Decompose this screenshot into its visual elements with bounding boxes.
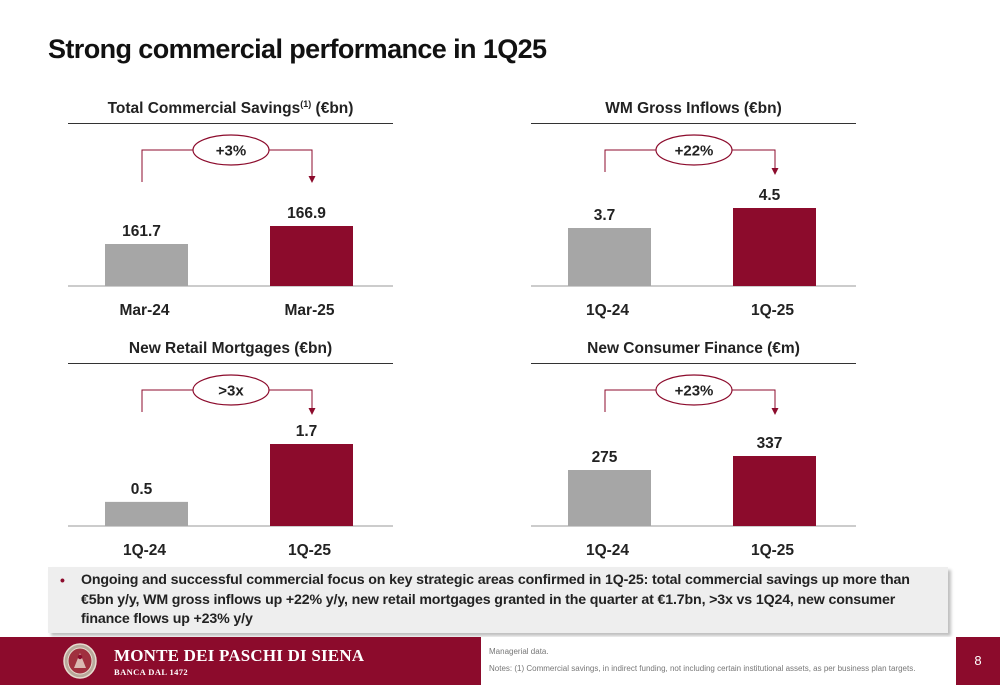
bar-mar-25 <box>270 226 353 286</box>
bullet-dot-icon: • <box>60 572 65 588</box>
chart-title-rule <box>68 363 393 364</box>
data-label: 166.9 <box>287 205 326 222</box>
chart-title-text: WM Gross Inflows (€bn) <box>605 100 782 117</box>
bank-founded: BANCA DAL 1472 <box>114 667 189 677</box>
change-arrow-icon <box>308 408 316 415</box>
chart-title-rule <box>531 123 856 124</box>
bar-1q-25 <box>733 208 816 286</box>
chart-title-text: New Retail Mortgages (€bn) <box>128 340 333 357</box>
tick-label: 1Q-25 <box>751 542 794 559</box>
chart-title-rule <box>68 123 393 124</box>
footer-logo-panel: MONTE DEI PASCHI DI SIENA BANCA DAL 1472 <box>52 637 481 685</box>
footer-note-source: Managerial data. <box>489 647 549 656</box>
change-arrow-icon <box>771 408 779 415</box>
tick-label: Mar-25 <box>285 302 335 319</box>
tick-label: 1Q-24 <box>123 542 166 559</box>
chart-title: New Consumer Finance (€m) <box>531 340 856 362</box>
change-arrow-icon <box>308 176 316 183</box>
footer-page-band: 8 <box>956 637 1000 685</box>
data-label: 161.7 <box>122 223 161 240</box>
chart-svg: 275 1Q-24 337 1Q-25 +23% <box>531 374 856 559</box>
footer-notes: Managerial data. Notes: (1) Commercial s… <box>489 637 949 685</box>
bar-1q-24 <box>568 470 651 526</box>
change-bubble <box>192 134 270 166</box>
change-label: +3% <box>216 143 246 160</box>
footer-left-band <box>0 637 52 685</box>
data-label: 0.5 <box>131 481 153 498</box>
chart-title-text: Total Commercial Savings <box>107 100 301 117</box>
chart-wm-gross-inflows: WM Gross Inflows (€bn) 3.7 1Q-24 4.5 1Q-25 +… <box>531 100 856 325</box>
tick-label: 1Q-25 <box>751 302 794 319</box>
change-arrow-icon <box>771 168 779 175</box>
bank-seal-icon <box>63 643 97 679</box>
chart-svg: 3.7 1Q-24 4.5 1Q-25 +22% <box>531 134 856 319</box>
chart-title-unit: (€bn) <box>311 100 354 117</box>
chart-title-rule <box>531 363 856 364</box>
chart-title: New Retail Mortgages (€bn) <box>68 340 393 362</box>
chart-svg: 0.5 1Q-24 1.7 1Q-25 >3x <box>68 374 393 559</box>
summary-box: • Ongoing and successful commercial focu… <box>48 567 948 633</box>
page-title: Strong commercial performance in 1Q25 <box>48 34 547 64</box>
data-label: 1.7 <box>296 423 318 440</box>
data-label: 275 <box>592 449 618 466</box>
chart-title-text: New Consumer Finance (€m) <box>587 340 800 357</box>
change-label: >3x <box>218 383 244 400</box>
change-bubble <box>192 374 270 406</box>
tick-label: 1Q-24 <box>586 542 629 559</box>
chart-new-retail-mortgages: New Retail Mortgages (€bn) 0.5 1Q-24 1.7 1Q… <box>68 340 393 565</box>
chart-title: WM Gross Inflows (€bn) <box>531 100 856 122</box>
change-label: +23% <box>675 383 714 400</box>
data-label: 337 <box>757 435 783 452</box>
chart-title: Total Commercial Savings(1) (€bn) <box>68 99 393 122</box>
bank-name: MONTE DEI PASCHI DI SIENA <box>114 646 365 665</box>
change-label: +22% <box>675 143 714 160</box>
data-label: 3.7 <box>594 207 616 224</box>
chart-new-consumer-finance: New Consumer Finance (€m) 275 1Q-24 337 1Q-… <box>531 340 856 565</box>
data-label: 4.5 <box>759 187 781 204</box>
footer: MONTE DEI PASCHI DI SIENA BANCA DAL 1472… <box>0 637 1000 685</box>
bar-1q-24 <box>105 501 188 526</box>
tick-label: 1Q-25 <box>288 542 331 559</box>
tick-label: 1Q-24 <box>586 302 629 319</box>
change-bubble <box>655 134 733 166</box>
tick-label: Mar-24 <box>120 302 170 319</box>
page-number: 8 <box>974 653 982 668</box>
bar-1q-25 <box>733 456 816 526</box>
chart-total-commercial-savings: Total Commercial Savings(1) (€bn) 161.7 M… <box>68 99 393 325</box>
change-bubble <box>655 374 733 406</box>
bar-1q-24 <box>568 228 651 286</box>
bar-1q-25 <box>270 444 353 526</box>
bar-mar-24 <box>105 244 188 286</box>
footer-note-definition: Notes: (1) Commercial savings, in indire… <box>489 664 916 673</box>
chart-title-footnote: (1) <box>300 99 312 109</box>
chart-svg: 161.7 Mar-24 166.9 Mar-25 +3% <box>68 134 393 319</box>
summary-text: Ongoing and successful commercial focus … <box>81 572 910 627</box>
